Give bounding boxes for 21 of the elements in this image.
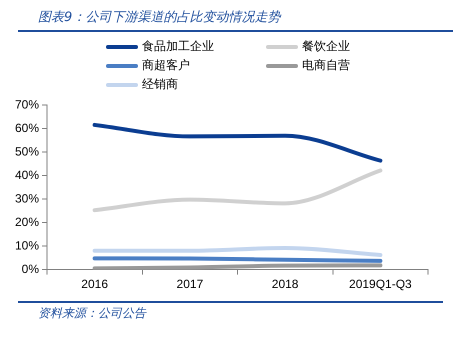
text: 资料来源：公司公告 xyxy=(18,303,443,322)
line-series xyxy=(92,168,382,212)
legend-label: 经销商 xyxy=(142,76,178,93)
x-tick-label: 2016 xyxy=(81,277,108,292)
legend-label: 食品加工企业 xyxy=(142,38,214,55)
line-series xyxy=(92,122,382,163)
y-tick-label: 0% xyxy=(22,262,40,276)
legend-label: 商超客户 xyxy=(142,57,190,74)
x-tick-label: 2018 xyxy=(272,277,299,292)
y-tick-label: 70% xyxy=(14,98,40,112)
y-tick-label: 10% xyxy=(14,238,40,252)
y-tick-label: 50% xyxy=(14,144,40,158)
legend-label: 电商自营 xyxy=(302,57,350,74)
chart-title: 图表9：公司下游渠道的占比变动情况走势 xyxy=(18,4,453,32)
legend-label: 餐饮企业 xyxy=(302,38,350,55)
y-tick-label: 40% xyxy=(14,168,40,182)
x-tick-label: 2017 xyxy=(176,277,204,292)
y-tick-label: 60% xyxy=(14,121,40,135)
x-tick-label: 2019Q1-Q3 xyxy=(349,277,412,292)
y-tick-label: 30% xyxy=(14,191,40,206)
y-tick-label: 20% xyxy=(14,214,40,229)
